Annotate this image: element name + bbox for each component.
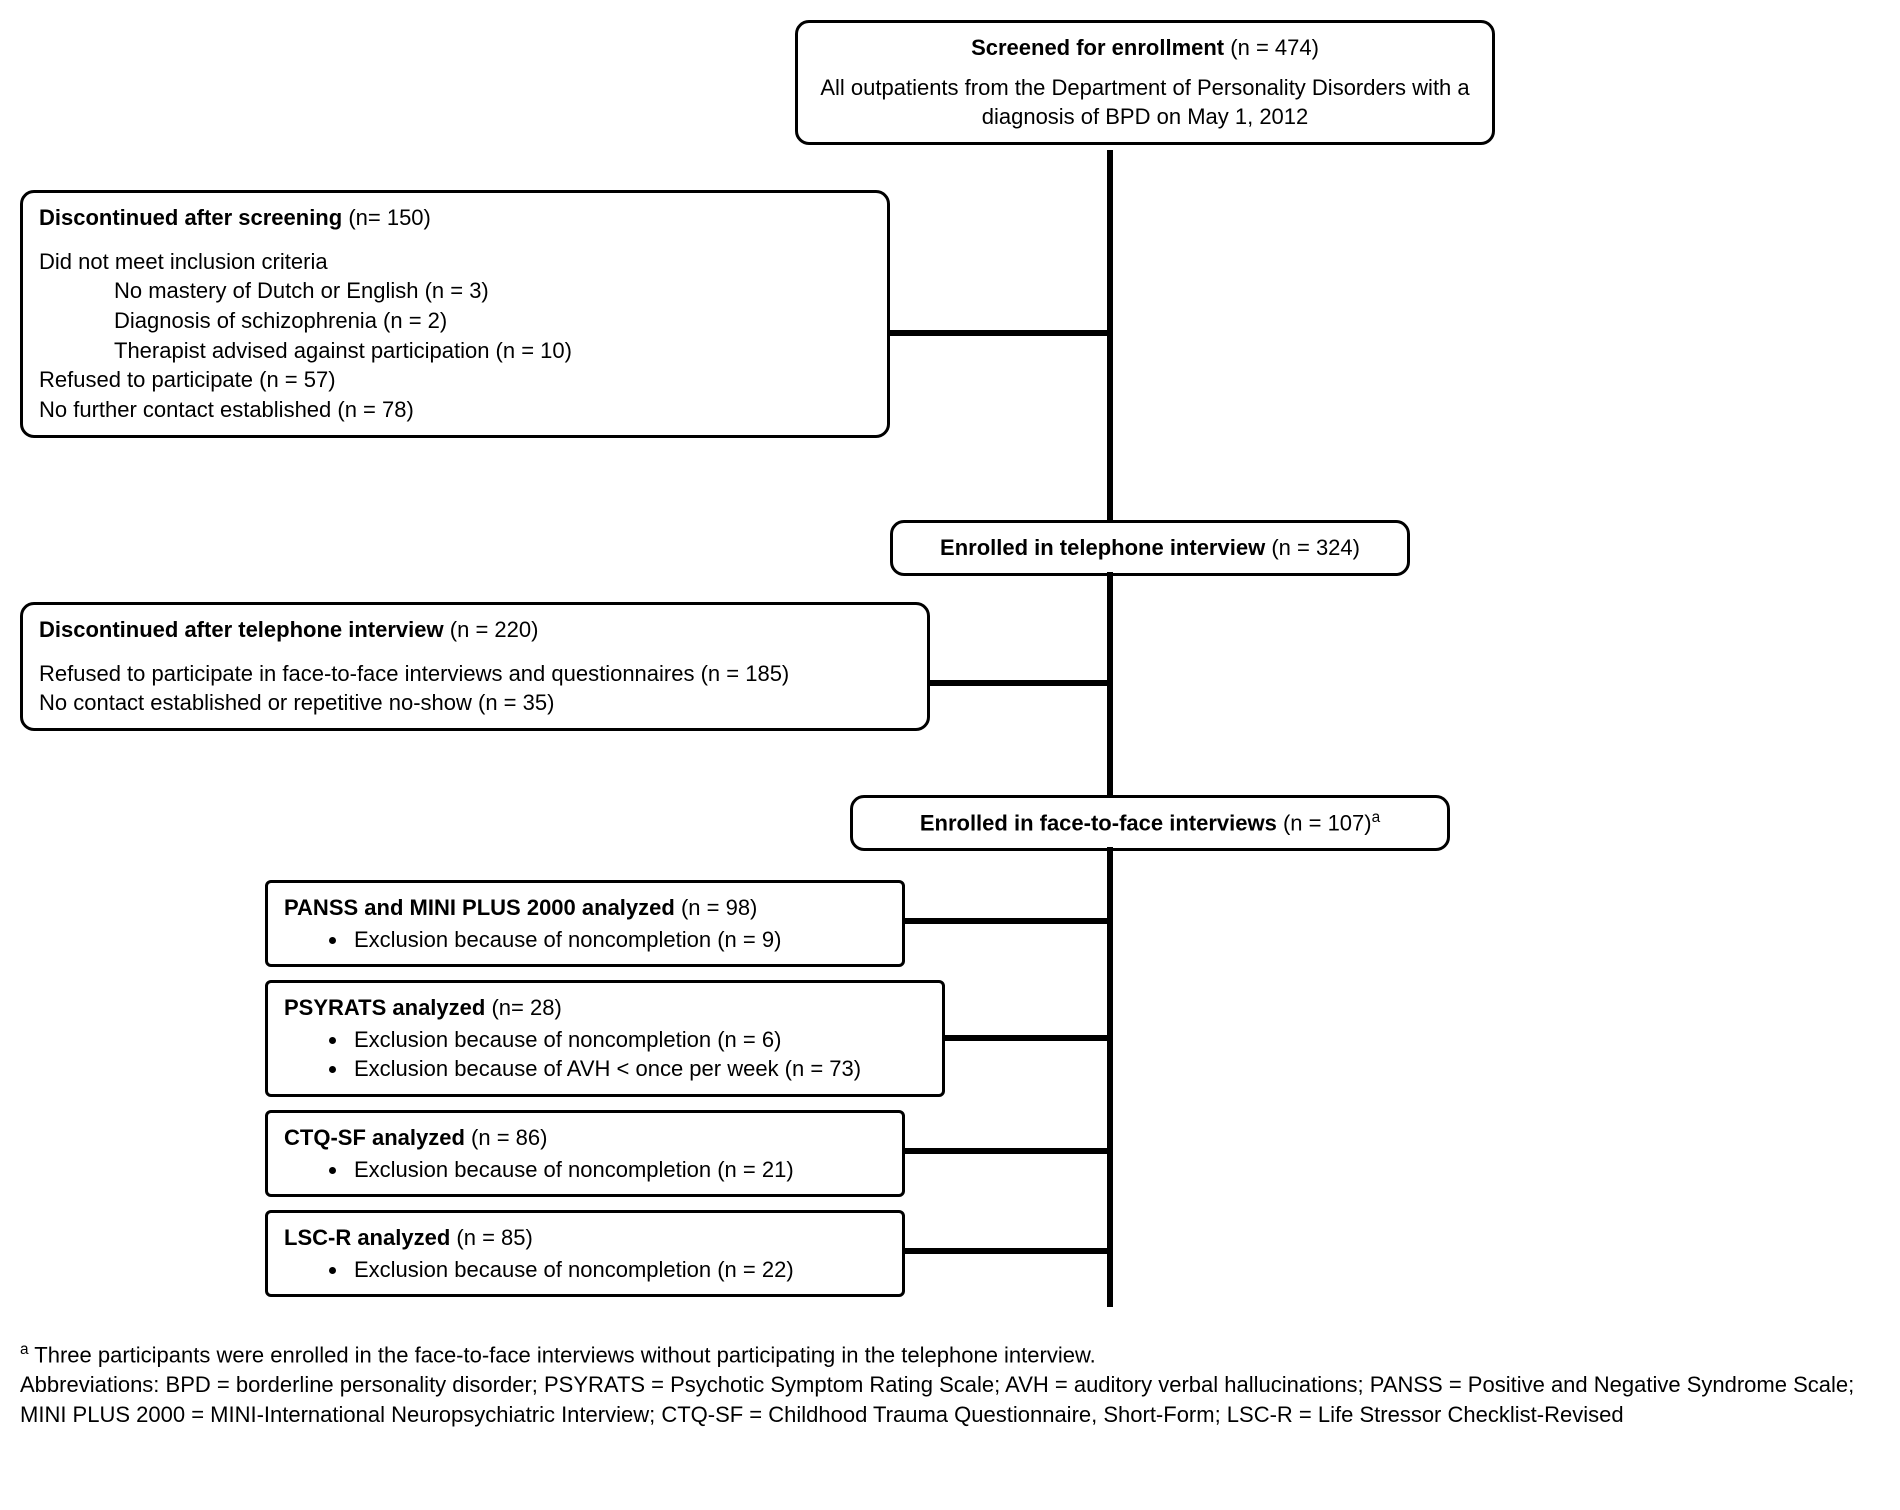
box-enrolled-tel: Enrolled in telephone interview (n = 324… (890, 520, 1410, 576)
psyrats-n: (n= 28) (491, 995, 561, 1020)
ctq-n: (n = 86) (471, 1125, 547, 1150)
box-disc-tel: Discontinued after telephone interview (… (20, 602, 930, 731)
lsc-title: LSC-R analyzed (284, 1225, 450, 1250)
conn-psyrats (945, 1035, 1110, 1041)
enrolled-tel-title: Enrolled in telephone interview (940, 535, 1265, 560)
box-disc-screen: Discontinued after screening (n= 150) Di… (20, 190, 890, 438)
disc-tel-title: Discontinued after telephone interview (39, 617, 444, 642)
conn-ctq (905, 1148, 1110, 1154)
screened-n: (n = 474) (1230, 35, 1319, 60)
conn-lsc (905, 1248, 1110, 1254)
disc-tel-line-0: Refused to participate in face-to-face i… (39, 659, 911, 689)
panss-n: (n = 98) (681, 895, 757, 920)
screened-title: Screened for enrollment (971, 35, 1224, 60)
box-psyrats: PSYRATS analyzed (n= 28) Exclusion becau… (265, 980, 945, 1097)
disc-screen-line-5: No further contact established (n = 78) (39, 395, 871, 425)
disc-screen-n: (n= 150) (348, 205, 431, 230)
psyrats-title: PSYRATS analyzed (284, 995, 485, 1020)
panss-title: PANSS and MINI PLUS 2000 analyzed (284, 895, 675, 920)
footnote-a: Three participants were enrolled in the … (29, 1342, 1096, 1367)
flowchart-canvas: Screened for enrollment (n = 474) All ou… (20, 20, 1880, 1490)
spine-cap (1107, 1301, 1113, 1307)
enrolled-f2f-n: (n = 107) (1283, 810, 1372, 835)
disc-screen-line-2: Diagnosis of schizophrenia (n = 2) (39, 306, 871, 336)
box-lsc: LSC-R analyzed (n = 85) Exclusion becaus… (265, 1210, 905, 1297)
disc-tel-n: (n = 220) (450, 617, 539, 642)
disc-screen-line-4: Refused to participate (n = 57) (39, 365, 871, 395)
panss-b0: Exclusion because of noncompletion (n = … (349, 925, 886, 955)
box-screened: Screened for enrollment (n = 474) All ou… (795, 20, 1495, 145)
box-ctq: CTQ-SF analyzed (n = 86) Exclusion becau… (265, 1110, 905, 1197)
lsc-n: (n = 85) (456, 1225, 532, 1250)
footnotes: a Three participants were enrolled in th… (20, 1340, 1880, 1429)
screened-body: All outpatients from the Department of P… (814, 73, 1476, 132)
ctq-title: CTQ-SF analyzed (284, 1125, 465, 1150)
psyrats-b1: Exclusion because of AVH < once per week… (349, 1054, 926, 1084)
enrolled-f2f-title: Enrolled in face-to-face interviews (920, 810, 1277, 835)
footnote-abbrev: Abbreviations: BPD = borderline personal… (20, 1370, 1880, 1429)
conn-panss (905, 918, 1110, 924)
disc-screen-title: Discontinued after screening (39, 205, 342, 230)
disc-tel-line-1: No contact established or repetitive no-… (39, 688, 911, 718)
disc-screen-line-1: No mastery of Dutch or English (n = 3) (39, 276, 871, 306)
enrolled-f2f-sup: a (1372, 809, 1381, 826)
conn-disc-tel (930, 680, 1110, 686)
box-panss: PANSS and MINI PLUS 2000 analyzed (n = 9… (265, 880, 905, 967)
enrolled-tel-n: (n = 324) (1271, 535, 1360, 560)
ctq-b0: Exclusion because of noncompletion (n = … (349, 1155, 886, 1185)
box-enrolled-f2f: Enrolled in face-to-face interviews (n =… (850, 795, 1450, 851)
lsc-b0: Exclusion because of noncompletion (n = … (349, 1255, 886, 1285)
spine-3 (1107, 847, 1113, 1307)
psyrats-b0: Exclusion because of noncompletion (n = … (349, 1025, 926, 1055)
conn-disc-screen (890, 330, 1110, 336)
disc-screen-line-3: Therapist advised against participation … (39, 336, 871, 366)
disc-screen-line-0: Did not meet inclusion criteria (39, 247, 871, 277)
